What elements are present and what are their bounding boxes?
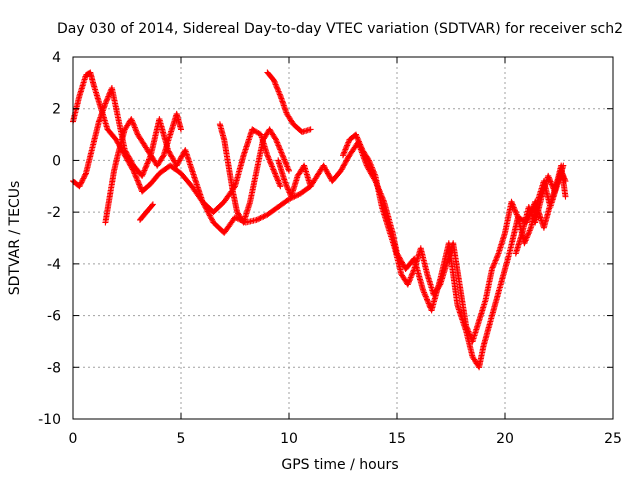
data-point-markers	[264, 69, 314, 135]
y-tick-label: -6	[47, 309, 61, 325]
y-tick-label: -2	[47, 205, 61, 221]
series-5	[264, 69, 314, 135]
x-tick-label: 20	[496, 431, 514, 447]
data-point-markers	[340, 131, 567, 345]
data-point-markers	[137, 201, 156, 223]
series-8	[216, 121, 292, 226]
grid-lines	[73, 57, 613, 419]
y-tick-label: 2	[52, 102, 61, 118]
data-points	[70, 69, 569, 371]
series-3	[102, 110, 184, 226]
x-tick-label: 25	[604, 431, 622, 447]
x-tick-label: 10	[280, 431, 298, 447]
y-tick-label: 0	[52, 153, 61, 169]
axis-ticks: 0 5 10 15 20 25 -10 -8 -6 -4 -2 0 2 4	[38, 50, 622, 447]
plot-frame	[72, 56, 614, 420]
y-tick-label: 4	[52, 50, 61, 66]
series-9	[512, 162, 569, 257]
y-tick-label: -4	[47, 257, 61, 273]
x-tick-label: 0	[69, 431, 78, 447]
x-tick-label: 5	[177, 431, 186, 447]
data-point-markers	[216, 121, 292, 226]
data-point-markers	[512, 162, 569, 257]
x-tick-label: 15	[388, 431, 406, 447]
chart-title: Day 030 of 2014, Sidereal Day-to-day VTE…	[57, 21, 623, 37]
series-7	[340, 131, 567, 345]
y-tick-label: -8	[47, 360, 61, 376]
y-axis-label: SDTVAR / TECUs	[7, 181, 23, 296]
data-point-markers	[102, 110, 184, 226]
series-4	[137, 201, 156, 223]
y-tick-label: -10	[38, 412, 61, 428]
x-axis-label: GPS time / hours	[281, 457, 398, 473]
